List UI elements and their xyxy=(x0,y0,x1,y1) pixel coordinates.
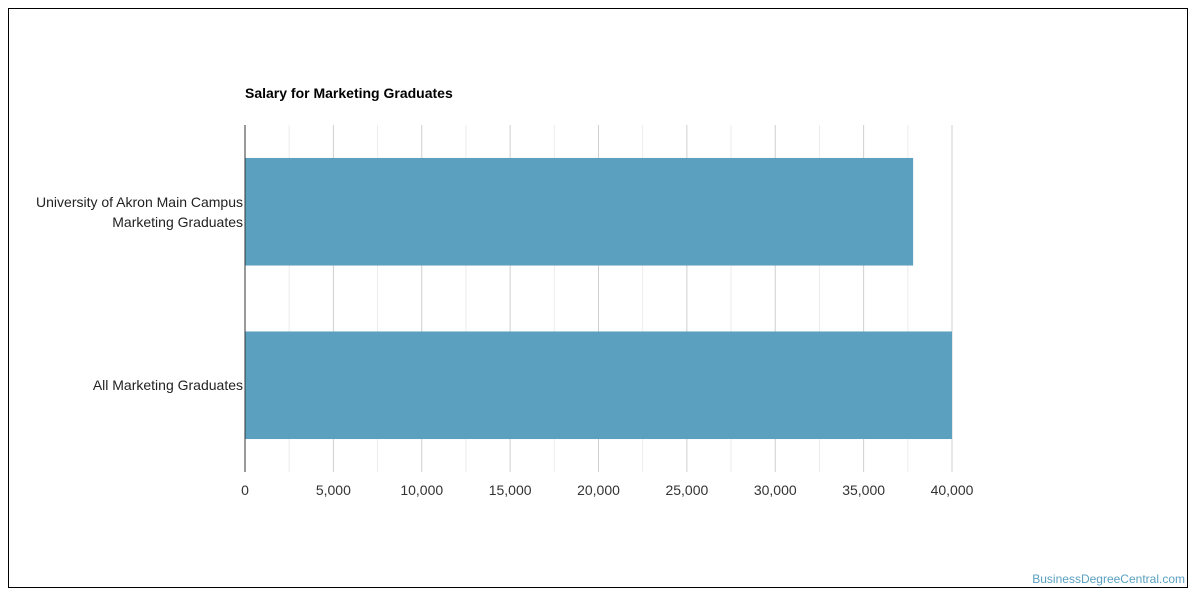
x-tick-label: 40,000 xyxy=(931,482,974,498)
x-tick-label: 25,000 xyxy=(665,482,708,498)
watermark: BusinessDegreeCentral.com xyxy=(1032,572,1185,586)
x-tick-label: 15,000 xyxy=(489,482,532,498)
x-tick-label: 0 xyxy=(241,482,249,498)
category-label: All Marketing Graduates xyxy=(92,377,243,394)
category-label: University of Akron Main Campus Marketin… xyxy=(36,193,243,230)
x-tick-label: 35,000 xyxy=(842,482,885,498)
chart-frame xyxy=(8,8,1188,588)
x-tick-label: 5,000 xyxy=(316,482,351,498)
chart-title: Salary for Marketing Graduates xyxy=(245,85,453,101)
x-tick-label: 20,000 xyxy=(577,482,620,498)
x-tick-label: 10,000 xyxy=(400,482,443,498)
x-tick-label: 30,000 xyxy=(754,482,797,498)
bar xyxy=(245,331,952,440)
bar xyxy=(245,157,914,266)
